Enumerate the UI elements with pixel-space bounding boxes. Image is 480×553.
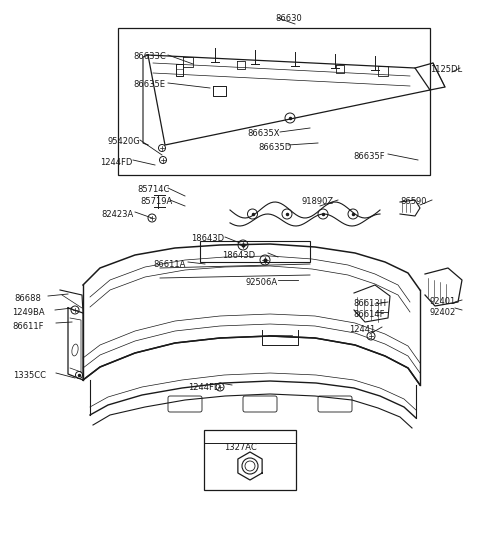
- Text: 86630: 86630: [275, 14, 302, 23]
- Text: 85714C: 85714C: [137, 185, 169, 194]
- Text: 85719A: 85719A: [140, 197, 172, 206]
- Text: 92401: 92401: [430, 297, 456, 306]
- Text: 86611A: 86611A: [153, 260, 185, 269]
- Bar: [200, 241, 310, 262]
- Text: 82423A: 82423A: [101, 210, 133, 219]
- Bar: [204, 430, 296, 490]
- Text: 86614F: 86614F: [353, 310, 384, 319]
- Text: 1125DL: 1125DL: [430, 65, 462, 74]
- Text: 86633C: 86633C: [133, 52, 166, 61]
- Text: 1244FD: 1244FD: [100, 158, 132, 167]
- Text: 86688: 86688: [14, 294, 41, 303]
- Text: 1335CC: 1335CC: [13, 371, 46, 380]
- Text: 1244FD: 1244FD: [188, 383, 220, 392]
- Bar: [118, 28, 430, 175]
- Text: 86613H: 86613H: [353, 299, 386, 308]
- Text: 1249BA: 1249BA: [12, 308, 45, 317]
- Text: 18643D: 18643D: [222, 251, 255, 260]
- Text: 86635D: 86635D: [258, 143, 291, 152]
- Text: 86611F: 86611F: [12, 322, 44, 331]
- Text: 12441: 12441: [349, 325, 375, 334]
- Text: 86635F: 86635F: [353, 152, 384, 161]
- Text: 1327AC: 1327AC: [224, 443, 257, 452]
- Text: 86635E: 86635E: [133, 80, 165, 89]
- Text: 86635X: 86635X: [247, 129, 279, 138]
- Text: 91890Z: 91890Z: [302, 197, 334, 206]
- Text: 18643D: 18643D: [191, 234, 224, 243]
- Text: 86590: 86590: [400, 197, 427, 206]
- Text: 92402: 92402: [430, 308, 456, 317]
- Text: 95420G: 95420G: [107, 137, 140, 146]
- Text: 92506A: 92506A: [245, 278, 277, 287]
